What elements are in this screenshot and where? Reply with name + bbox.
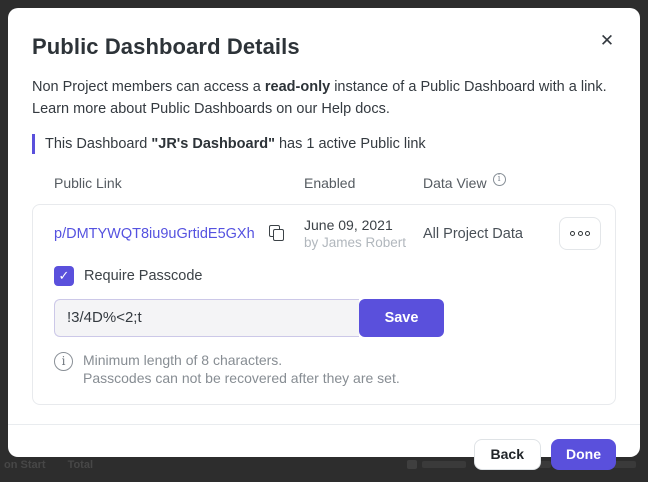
enabled-by: by James Robert <box>304 235 407 251</box>
close-icon[interactable]: ✕ <box>596 30 618 52</box>
info-icon: i <box>54 351 73 371</box>
modal-description: Non Project members can access a read-on… <box>32 76 607 121</box>
public-dashboard-details-modal: Public Dashboard Details ✕ Non Project m… <box>8 8 640 470</box>
callout-text: has 1 active Public link <box>278 135 426 152</box>
modal-footer: Back Done <box>32 425 616 482</box>
public-link-cell: p/DMTYWQT8iu9uGrtidE5GXh <box>54 224 304 244</box>
dimmed-text: Total <box>67 458 94 471</box>
enabled-cell: June 09, 2021 by James Robert <box>304 216 423 252</box>
description-text: instance of a Public Dashboard with a li… <box>32 79 607 118</box>
passcode-input-group: Save <box>54 298 444 337</box>
dot-icon <box>585 231 590 237</box>
note-line: Passcodes can not be recovered after the… <box>83 370 400 387</box>
description-text: Non Project members can access a <box>32 79 265 95</box>
info-icon[interactable]: i <box>492 172 506 186</box>
passcode-note-text: Minimum length of 8 characters. Passcode… <box>83 351 400 388</box>
more-options-button[interactable] <box>559 217 601 251</box>
note-line: Minimum length of 8 characters. <box>83 351 283 368</box>
page-title: Public Dashboard Details <box>32 34 300 59</box>
column-header-public-link: Public Link <box>54 174 122 191</box>
dimmed-text: on Start <box>4 458 46 471</box>
description-bold-text: read-only <box>264 79 331 95</box>
back-button[interactable]: Back <box>473 438 541 470</box>
require-passcode-checkbox[interactable]: ✓ <box>54 265 74 286</box>
dimmed-legend-item <box>407 460 466 469</box>
dot-icon <box>570 231 575 237</box>
save-button[interactable]: Save <box>359 298 444 337</box>
require-passcode-label: Require Passcode <box>84 267 203 284</box>
public-link-card: p/DMTYWQT8iu9uGrtidE5GXh June 09, 2021 b… <box>32 203 616 405</box>
passcode-input[interactable] <box>54 298 359 337</box>
dot-icon <box>577 231 583 237</box>
callout-text: This Dashboard <box>45 135 148 152</box>
column-header-enabled: Enabled <box>304 174 356 191</box>
data-view-cell: All Project Data <box>423 225 523 242</box>
dimmed-table-headers: on Start Total <box>4 459 93 471</box>
column-header-label: Data View <box>423 174 487 191</box>
column-header-data-view: Data View i <box>423 172 546 191</box>
copy-icon[interactable] <box>268 224 287 244</box>
callout-dashboard-name: "JR's Dashboard" <box>151 135 275 152</box>
require-passcode-row: ✓ Require Passcode <box>54 265 601 286</box>
active-link-callout: This Dashboard "JR's Dashboard" has 1 ac… <box>32 133 616 154</box>
footer-divider <box>8 423 640 425</box>
table-row: p/DMTYWQT8iu9uGrtidE5GXh June 09, 2021 b… <box>54 216 601 252</box>
modal-header: Public Dashboard Details ✕ <box>32 31 616 60</box>
done-button[interactable]: Done <box>551 438 616 470</box>
passcode-note: i Minimum length of 8 characters. Passco… <box>54 351 601 388</box>
public-link[interactable]: p/DMTYWQT8iu9uGrtidE5GXh <box>54 225 255 242</box>
enabled-date: June 09, 2021 <box>304 216 393 233</box>
table-header-row: Public Link Enabled Data View i <box>32 172 616 191</box>
